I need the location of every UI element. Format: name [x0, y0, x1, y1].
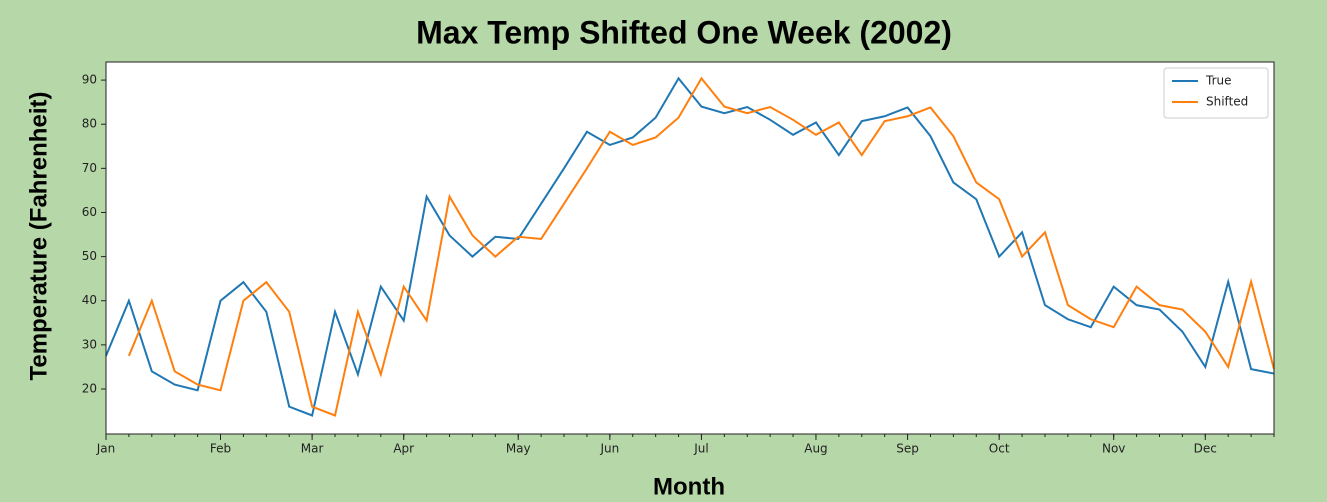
x-tick-label: Jun [599, 442, 619, 456]
y-tick-label: 80 [82, 117, 97, 131]
x-tick-label: Apr [393, 442, 414, 456]
line-series [105, 76, 1275, 417]
x-tick-label: Dec [1194, 442, 1217, 456]
y-tick-label: 90 [82, 73, 97, 87]
x-axis-label: Month [653, 473, 725, 500]
y-tick-label: 60 [82, 205, 97, 219]
x-tick-label: Jan [96, 442, 116, 456]
x-tick-label: Feb [210, 442, 231, 456]
chart-title: Max Temp Shifted One Week (2002) [416, 14, 952, 50]
x-tick-label: Aug [804, 442, 827, 456]
y-axis-label: Temperature (Fahrenheit) [25, 92, 52, 381]
y-tick-label: 50 [82, 249, 97, 263]
y-tick-label: 20 [82, 381, 97, 395]
legend-label: Shifted [1206, 95, 1248, 109]
x-tick-label: Jul [693, 442, 708, 456]
x-tick-label: May [506, 442, 531, 456]
x-tick-label: Nov [1102, 442, 1125, 456]
x-tick-label: Oct [989, 442, 1010, 456]
legend-label: True [1205, 74, 1232, 88]
y-tick-label: 70 [82, 161, 97, 175]
line-series [127, 76, 1275, 417]
x-tick-label: Mar [301, 442, 324, 456]
plot-frame [105, 61, 1275, 435]
plot-area [106, 62, 1274, 434]
x-tick-label: Sep [896, 442, 919, 456]
y-tick-label: 30 [82, 337, 97, 351]
y-tick-label: 40 [82, 293, 97, 307]
